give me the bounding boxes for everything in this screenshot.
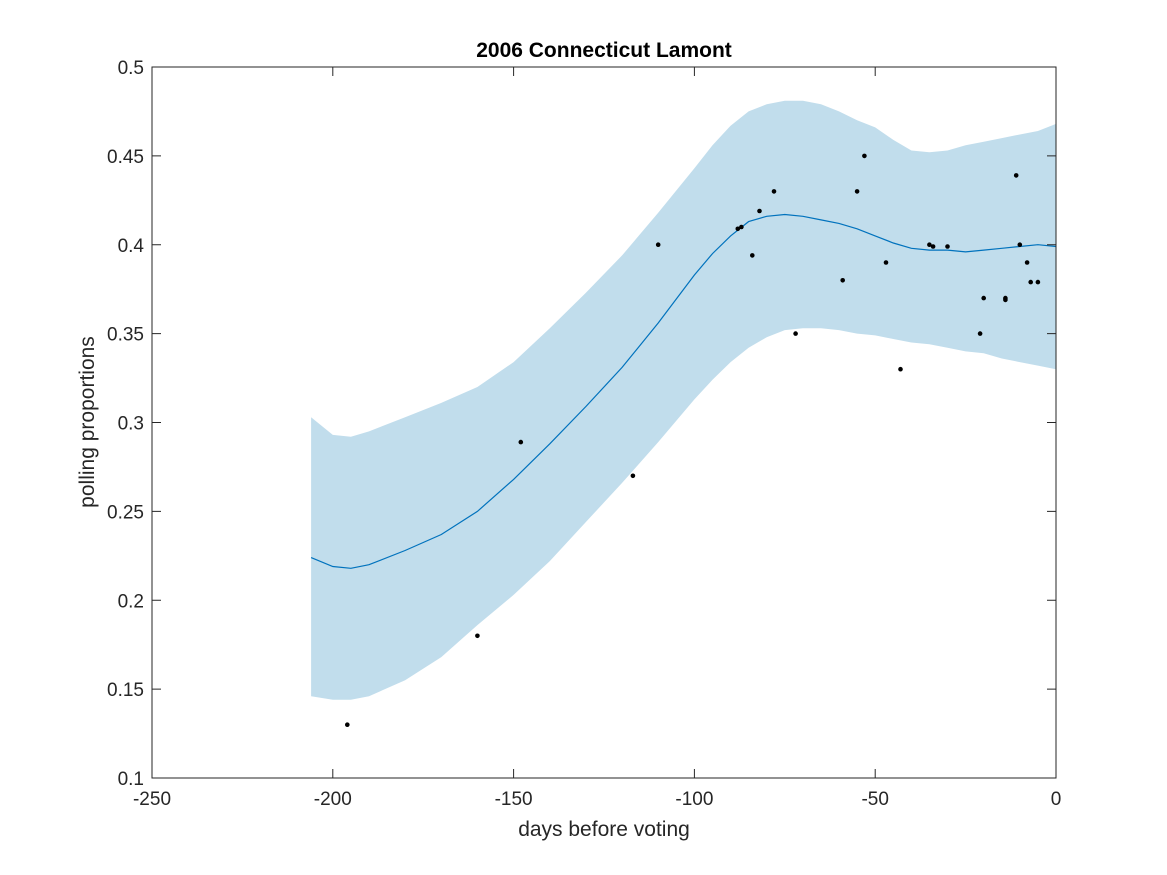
poll-point [1013,173,1019,178]
poll-point [655,242,661,247]
y-tick-label: 0.4 [118,236,145,257]
y-tick-label: 0.15 [107,680,144,701]
poll-point [854,189,860,194]
poll-point [1003,297,1008,303]
y-tick-label: 0.1 [118,769,144,790]
y-tick-label: 0.35 [107,325,144,346]
poll-point [840,278,845,283]
poll-point [1017,242,1023,247]
x-tick-label: 0 [1051,789,1062,810]
poll-point [1024,260,1030,265]
y-axis-label: polling proportions [76,336,99,508]
y-tick-label: 0.5 [118,58,144,79]
poll-point [757,208,762,214]
x-tick-label: -200 [314,789,352,810]
poll-point [883,260,889,265]
poll-point [1028,279,1033,285]
poll-point [739,224,744,230]
poll-point [977,331,983,336]
poll-point [771,189,777,194]
poll-point [927,242,932,247]
y-tick-label: 0.25 [107,502,144,523]
poll-point [1035,279,1041,285]
x-tick-label: -50 [861,789,888,810]
y-tick-label: 0.45 [107,147,144,168]
poll-point [518,439,524,445]
poll-point [898,366,903,372]
poll-point [945,244,950,249]
axes: -250 -200 -150 -100 -50 0 0.1 0.15 0.2 0.25 0.3 0.3… [107,58,1061,810]
y-tick-label: 0.2 [118,591,144,612]
plot-area [310,100,1057,727]
poll-point [345,722,350,727]
poll-point [981,295,986,301]
y-tick-label: 0.3 [118,414,144,435]
poll-point [750,253,755,258]
poll-point [793,331,798,336]
trend-line [310,213,1057,569]
x-tick-label: -150 [495,789,533,810]
poll-point [930,244,936,249]
x-axis-label: days before voting [518,818,690,841]
confidence-band [311,100,1057,700]
chart-title: 2006 Connecticut Lamont [476,39,732,62]
poll-point [735,226,741,232]
poll-point [862,153,867,159]
poll-point [630,473,636,479]
poll-point [475,633,480,639]
x-tick-label: -100 [675,789,713,810]
x-tick-label: -250 [133,789,171,810]
